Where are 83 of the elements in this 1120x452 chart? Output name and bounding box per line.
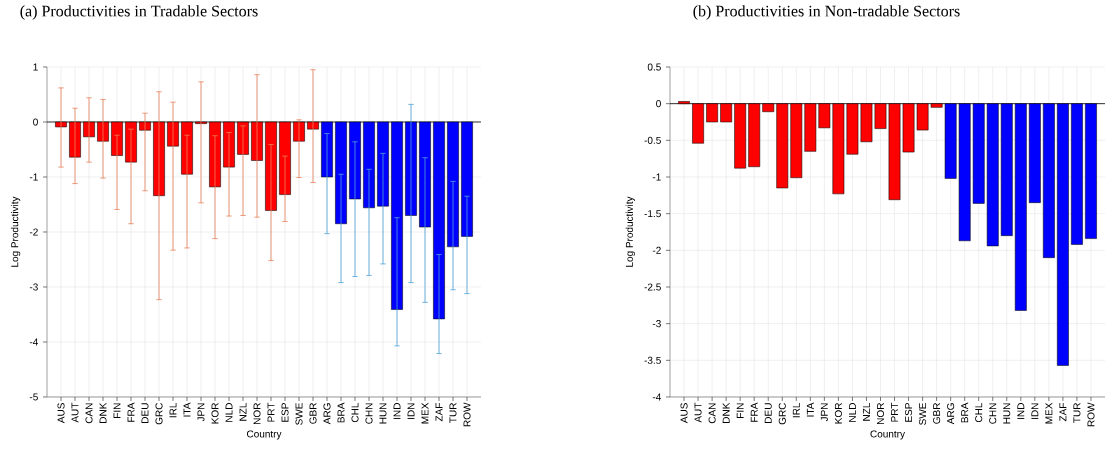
x-tick-label: IRL: [169, 402, 177, 418]
x-tick-label: ZAF: [1059, 402, 1067, 422]
y-tick-label: -3: [652, 320, 661, 328]
y-tick-label: -0.5: [644, 136, 661, 144]
y-tick-label: 1: [33, 63, 38, 71]
x-tick-label: BRA: [961, 402, 969, 423]
x-tick-label: SWE: [295, 403, 303, 425]
y-tick-label: 0: [656, 100, 661, 108]
x-tick-label: AUS: [57, 403, 65, 424]
x-tick-label: TUR: [1073, 403, 1081, 423]
y-tick-label: -3.5: [644, 356, 661, 364]
x-tick-label: KOR: [834, 403, 842, 424]
x-tick-label: ROW: [463, 402, 471, 427]
x-tick-label: SWE: [919, 403, 927, 425]
x-tick-label: FIN: [113, 403, 121, 418]
y-tick-label: -4: [652, 393, 661, 401]
x-tick-label: NZL: [863, 402, 870, 421]
x-tick-label: GBR: [933, 403, 941, 424]
x-tick-label: CHL: [975, 402, 983, 423]
x-tick-label: IDN: [407, 403, 415, 419]
x-tick-label: ARG: [947, 403, 955, 425]
x-tick-label: FRA: [750, 402, 758, 422]
x-tick-label: TUR: [449, 403, 457, 423]
x-tick-label: IRL: [792, 402, 800, 418]
x-tick-label: CHN: [365, 403, 373, 424]
x-tick-label: DEU: [141, 403, 149, 423]
x-tick-label: DNK: [722, 402, 730, 423]
x-tick-label: ARG: [323, 403, 331, 425]
x-tick-label: ESP: [905, 403, 913, 422]
x-tick-label: PRT: [267, 402, 275, 422]
x-axis-title: Country: [870, 430, 905, 440]
x-tick-label: AUT: [71, 402, 79, 423]
x-tick-label: FIN: [736, 403, 744, 418]
y-tick-label: -3: [29, 283, 38, 291]
y-tick-label: -4: [29, 338, 39, 346]
x-tick-label: HUN: [1003, 403, 1011, 424]
x-tick-label: GRC: [155, 402, 163, 425]
x-tick-label: ROW: [1087, 402, 1095, 427]
y-tick-label: -2: [29, 228, 38, 236]
x-tick-label: ESP: [281, 403, 289, 422]
x-tick-label: AUT: [694, 402, 702, 423]
x-tick-label: CAN: [708, 403, 716, 424]
x-tick-label: IDN: [1031, 403, 1039, 419]
y-axis-title: Log Productivity: [10, 196, 21, 267]
y-tick-label: -1.5: [644, 210, 661, 218]
y-tick-label: 0: [33, 118, 38, 126]
x-tick-label: FRA: [127, 402, 135, 422]
x-tick-label: NLD: [225, 403, 233, 422]
x-tick-label: JPN: [820, 403, 828, 422]
x-tick-label: CHN: [989, 403, 997, 424]
x-tick-label: DNK: [99, 402, 107, 423]
y-tick-label: -2: [652, 246, 661, 254]
y-tick-label: -2.5: [644, 283, 661, 291]
x-tick-label: DEU: [764, 403, 772, 423]
x-axis-title: Country: [247, 430, 282, 440]
x-tick-label: MEX: [1045, 402, 1053, 424]
x-tick-label: PRT: [891, 402, 898, 422]
y-tick-label: -1: [29, 173, 38, 181]
x-tick-label: IND: [393, 403, 401, 419]
chart-title: (b) Productivities in Non-tradable Sectors: [693, 5, 960, 20]
x-tick-label: GRC: [778, 402, 786, 425]
x-tick-label: NZL: [239, 402, 247, 421]
x-tick-label: MEX: [421, 402, 429, 424]
x-tick-label: ITA: [183, 402, 191, 417]
x-tick-label: JPN: [197, 403, 205, 422]
y-tick-label: -1: [652, 173, 661, 181]
x-tick-label: AUS: [680, 403, 688, 424]
x-tick-label: ITA: [806, 402, 814, 417]
y-axis-title: Log Productivity: [625, 196, 635, 267]
x-tick-label: BRA: [337, 402, 345, 423]
x-tick-label: NLD: [848, 403, 856, 422]
x-tick-label: NOR: [876, 403, 885, 424]
y-tick-label: 0.5: [647, 63, 661, 71]
x-tick-label: CHL: [351, 402, 359, 423]
x-tick-label: IND: [1017, 403, 1025, 419]
x-tick-label: HUN: [379, 403, 387, 424]
x-tick-label: NOR: [253, 403, 261, 424]
chart-title: (a) Productivities in Tradable Sectors: [20, 5, 258, 20]
x-tick-label: ZAF: [435, 402, 443, 422]
x-tick-label: KOR: [211, 403, 219, 424]
x-tick-label: CAN: [85, 403, 93, 424]
y-tick-label: -5: [29, 393, 38, 401]
x-tick-label: GBR: [309, 403, 317, 424]
